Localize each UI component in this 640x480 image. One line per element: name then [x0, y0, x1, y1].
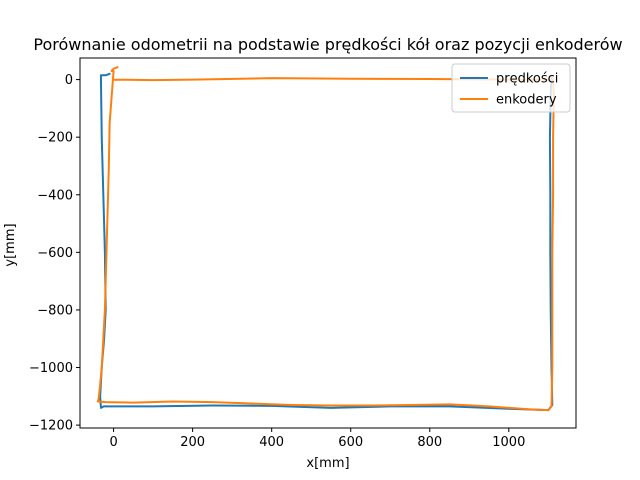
- x-tick-label: 600: [338, 435, 363, 450]
- series-line-2: [96, 66, 555, 412]
- x-tick-label: 0: [109, 435, 117, 450]
- y-axis-label: y[mm]: [3, 223, 18, 266]
- x-tick-label: 800: [417, 435, 442, 450]
- x-axis-label: x[mm]: [306, 456, 349, 471]
- axes-frame: [79, 57, 577, 429]
- plot-area: 0 200 400 600 800 1000 −1200 −1000 −800 −600 −400 −…: [29, 57, 577, 450]
- x-tick-label: 1000: [492, 435, 525, 450]
- y-tick-label: −800: [37, 303, 73, 318]
- x-tick-label: 400: [259, 435, 284, 450]
- x-tick-label: 200: [180, 435, 205, 450]
- legend: prędkości enkodery: [451, 63, 571, 113]
- chart-title: Porównanie odometrii na podstawie prędko…: [33, 35, 622, 54]
- y-tick-label: 0: [65, 73, 73, 88]
- legend-label-2: enkodery: [496, 93, 557, 108]
- y-tick-label: −400: [37, 188, 73, 203]
- legend-label-1: prędkości: [496, 72, 558, 87]
- y-tick-label: −600: [37, 246, 73, 261]
- series-line-1: [99, 72, 554, 412]
- y-tick-label: −200: [37, 131, 73, 146]
- y-tick-label: −1200: [29, 419, 73, 434]
- y-tick-label: −1000: [29, 361, 73, 376]
